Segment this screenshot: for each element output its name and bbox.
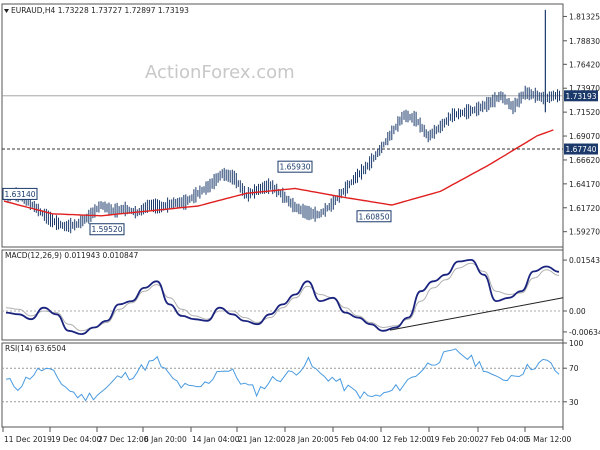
- price-callout-label: 1.59520: [91, 225, 122, 234]
- last-price-tag: [564, 90, 598, 102]
- macd-trendline: [389, 297, 564, 331]
- support-tag-label: 1.67740: [565, 145, 596, 154]
- panel-border-1: [1, 249, 564, 341]
- macd-line: [5, 258, 560, 336]
- last-price-tag-label: 1.73193: [565, 92, 596, 101]
- x-tick-label: 12 Feb 12:00: [382, 435, 431, 444]
- macd-panel-title: MACD(12,26,9) 0.011943 0.010847: [5, 251, 139, 260]
- panel-border-0: [1, 3, 564, 248]
- rsi-panel-title: RSI(14) 63.6504: [5, 344, 66, 353]
- x-tick-label: 5 Mar 12:00: [526, 435, 572, 444]
- x-tick-label: 27 Feb 04:00: [479, 435, 528, 444]
- x-tick-label: 14 Jan 04:00: [192, 435, 240, 444]
- x-tick-label: 21 Jan 12:00: [238, 435, 286, 444]
- price-callout-box: [89, 223, 125, 236]
- title-dropdown-icon[interactable]: [4, 9, 9, 13]
- price-tick-label: 1.71520: [569, 108, 600, 117]
- support-tag: [564, 143, 598, 155]
- macd-tick-label: 0.015438: [569, 256, 600, 265]
- x-tick-label: 19 Feb 20:00: [430, 435, 479, 444]
- rsi-tick-label: 100: [569, 339, 584, 348]
- x-tick-label: 28 Jan 20:00: [286, 435, 334, 444]
- x-tick-label: 11 Dec 2019: [4, 435, 52, 444]
- price-tick-label: 1.64170: [569, 180, 600, 189]
- x-tick-label: 19 Dec 04:00: [51, 435, 102, 444]
- price-tick-label: 1.69070: [569, 132, 600, 141]
- price-callout-box: [356, 210, 392, 223]
- rsi-tick-label: 30: [569, 398, 579, 407]
- macd-signal-line: [5, 262, 560, 332]
- price-callout-box: [2, 187, 38, 200]
- x-tick-label: 5 Feb 04:00: [334, 435, 379, 444]
- price-bars: [3, 85, 560, 234]
- sma-line: [3, 129, 554, 217]
- price-callout-box: [277, 160, 313, 173]
- price-panel-title: EURAUD,H4 1.73228 1.73727 1.72897 1.7319…: [11, 6, 189, 15]
- price-callout-label: 1.63140: [4, 190, 35, 199]
- panel-border-2: [1, 342, 564, 428]
- price-tick-label: 1.81325: [569, 12, 600, 21]
- price-tick-label: 1.59270: [569, 228, 600, 237]
- rsi-line: [5, 348, 560, 402]
- watermark: ActionForex.com: [145, 62, 295, 83]
- price-callout-label: 1.65930: [279, 163, 310, 172]
- price-tick-label: 1.78830: [569, 37, 600, 46]
- rsi-tick-label: 70: [569, 364, 579, 373]
- price-tick-label: 1.66620: [569, 156, 600, 165]
- x-tick-label: 27 Dec 12:00: [98, 435, 149, 444]
- price-tick-label: 1.73970: [569, 84, 600, 93]
- price-tick-label: 1.76420: [569, 60, 600, 69]
- price-callout-label: 1.60850: [358, 212, 389, 221]
- x-tick-label: 6 Jan 20:00: [144, 435, 187, 444]
- macd-tick-label: -0.006347: [569, 328, 600, 337]
- macd-tick-label: 0.00: [569, 307, 586, 316]
- price-tick-label: 1.61720: [569, 204, 600, 213]
